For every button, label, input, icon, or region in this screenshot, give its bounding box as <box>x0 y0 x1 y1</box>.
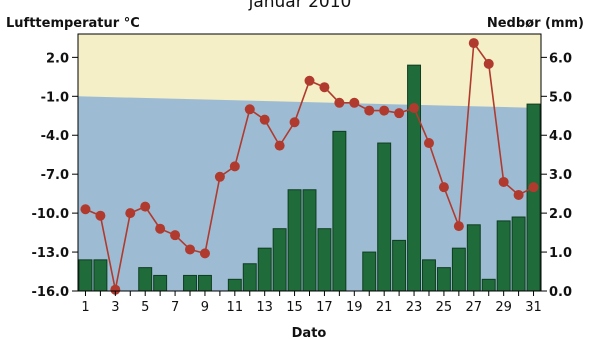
left-tick-label: -7.0 <box>41 168 69 183</box>
temperature-point <box>423 138 434 149</box>
temperature-point <box>125 208 136 219</box>
left-tick-label: 2.0 <box>46 51 69 66</box>
precipitation-bar <box>78 259 93 292</box>
temperature-point <box>379 105 390 116</box>
right-tick-label: 3.0 <box>549 168 572 183</box>
x-tick-label: 23 <box>406 300 423 315</box>
temperature-point <box>274 140 285 151</box>
precipitation-bar <box>392 239 407 292</box>
precipitation-bar <box>407 64 422 292</box>
right-tick-label: 2.0 <box>549 207 572 222</box>
precipitation-bar <box>422 259 436 292</box>
temperature-point <box>259 114 270 125</box>
temperature-point <box>155 223 166 234</box>
x-tick-label: 29 <box>495 300 512 315</box>
x-tick-label: 27 <box>466 300 483 315</box>
x-axis-title: Dato <box>292 326 327 340</box>
temperature-point <box>244 104 255 115</box>
temperature-point <box>409 102 420 113</box>
temperature-point <box>468 38 479 49</box>
temperature-point <box>229 161 240 172</box>
precipitation-bar <box>466 224 481 292</box>
temperature-point <box>80 204 91 215</box>
right-axis-title: Nedbør (mm) <box>487 16 584 31</box>
precipitation-bar <box>227 278 242 292</box>
precipitation-bar <box>242 263 257 292</box>
x-tick-label: 25 <box>436 300 453 315</box>
precipitation-bar <box>436 267 451 292</box>
temperature-point <box>483 58 494 69</box>
temperature-point <box>498 176 509 187</box>
left-axis-title: Lufttemperatur °C <box>6 16 140 31</box>
precipitation-bar <box>257 247 272 292</box>
right-tick-label: 4.0 <box>549 129 572 144</box>
temperature-point <box>528 182 539 193</box>
temperature-point <box>185 244 196 255</box>
x-tick-label: 17 <box>316 300 333 315</box>
precipitation-bar <box>272 228 287 292</box>
temperature-point <box>334 97 345 108</box>
left-tick-label: -16.0 <box>32 285 69 300</box>
x-tick-label: 1 <box>81 300 89 315</box>
temperature-point <box>289 117 300 128</box>
x-tick-label: 9 <box>201 300 209 315</box>
temperature-point <box>140 201 151 212</box>
precipitation-bar <box>183 274 197 292</box>
temperature-point <box>513 189 524 200</box>
temperature-point <box>214 171 225 182</box>
precipitation-bar <box>302 189 317 292</box>
precipitation-bar <box>153 274 168 292</box>
right-tick-label: 6.0 <box>549 51 572 66</box>
x-tick-label: 31 <box>525 300 542 315</box>
left-tick-label: -10.0 <box>32 207 69 222</box>
precipitation-bar <box>377 142 392 292</box>
x-tick-label: 21 <box>376 300 393 315</box>
temperature-point <box>304 75 315 86</box>
precipitation-bar <box>332 130 347 292</box>
temperature-point <box>170 230 181 241</box>
left-tick-label: -1.0 <box>41 90 69 105</box>
right-tick-label: 5.0 <box>549 90 572 105</box>
x-tick-label: 11 <box>227 300 244 315</box>
precipitation-bar <box>197 274 212 292</box>
x-tick-label: 5 <box>141 300 149 315</box>
temperature-line <box>80 38 539 295</box>
precipitation-bar <box>526 103 541 292</box>
precipitation-bar <box>451 247 466 292</box>
precipitation-bar <box>93 259 108 292</box>
right-tick-label: 0.0 <box>549 285 572 300</box>
precipitation-bar <box>287 189 302 292</box>
left-tick-label: -4.0 <box>41 129 69 144</box>
x-tick-label: 7 <box>171 300 179 315</box>
temperature-point <box>364 105 375 116</box>
left-tick-label: -13.0 <box>32 246 69 261</box>
temperature-point <box>199 248 210 259</box>
precipitation-bar <box>317 228 332 292</box>
precipitation-bar <box>481 278 496 292</box>
x-tick-label: 13 <box>256 300 273 315</box>
temperature-point <box>453 221 464 232</box>
right-tick-label: 1.0 <box>549 246 572 261</box>
temperature-point <box>95 210 106 221</box>
precipitation-bar <box>511 216 526 292</box>
temperature-point <box>110 284 121 295</box>
precipitation-bar <box>138 267 153 292</box>
x-tick-label: 3 <box>111 300 119 315</box>
precipitation-bars <box>78 64 541 292</box>
precipitation-bar <box>496 220 511 292</box>
chart-title: januar 2010 <box>248 0 352 12</box>
precipitation-bar <box>362 251 377 292</box>
x-tick-label: 15 <box>286 300 303 315</box>
temperature-point <box>349 97 360 108</box>
temperature-point <box>394 108 405 119</box>
temperature-point <box>438 182 449 193</box>
axes: 2.0 -1.0 -4.0 -7.0 -10.0 -13.0 -16.0 6.0 5.0 4.0 3… <box>32 33 572 315</box>
x-tick-label: 19 <box>346 300 363 315</box>
temperature-point <box>319 82 330 93</box>
